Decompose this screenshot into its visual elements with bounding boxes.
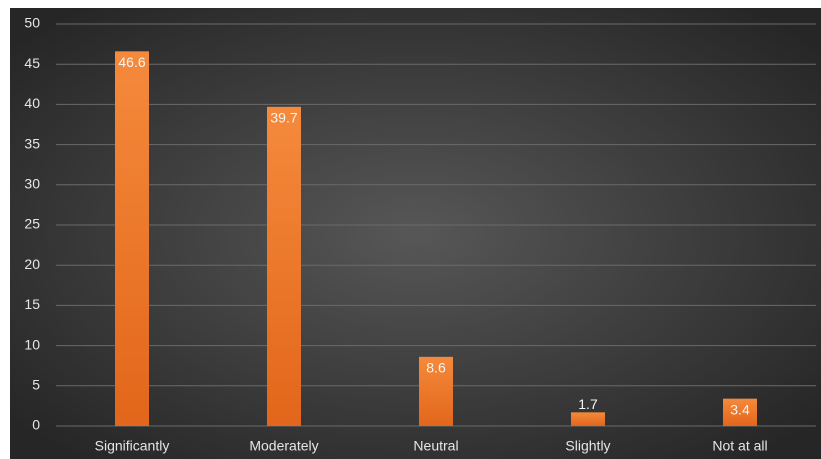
data-label: 1.7 — [578, 396, 598, 412]
y-tick-label: 20 — [24, 256, 40, 272]
y-tick-label: 45 — [24, 55, 40, 71]
y-tick-label: 30 — [24, 176, 40, 192]
y-tick-label: 40 — [24, 95, 40, 111]
y-tick-label: 35 — [24, 135, 40, 151]
y-tick-label: 15 — [24, 296, 40, 312]
x-tick-label: Slightly — [565, 438, 610, 454]
bar — [419, 356, 453, 426]
data-label: 3.4 — [730, 401, 750, 417]
data-label: 39.7 — [270, 110, 297, 126]
data-label: 46.6 — [118, 54, 145, 70]
bar — [115, 51, 149, 426]
y-tick-label: 50 — [24, 15, 40, 31]
y-tick-label: 10 — [24, 336, 40, 352]
x-tick-label: Neutral — [413, 438, 458, 454]
x-tick-label: Significantly — [95, 438, 170, 454]
x-tick-label: Not at all — [712, 438, 767, 454]
y-tick-label: 0 — [32, 417, 40, 433]
y-tick-label: 5 — [32, 377, 40, 393]
data-label: 8.6 — [426, 360, 446, 376]
bar — [723, 398, 757, 426]
y-tick-label: 25 — [24, 216, 40, 232]
bar — [571, 412, 605, 426]
bar — [267, 106, 301, 426]
x-tick-label: Moderately — [249, 438, 318, 454]
